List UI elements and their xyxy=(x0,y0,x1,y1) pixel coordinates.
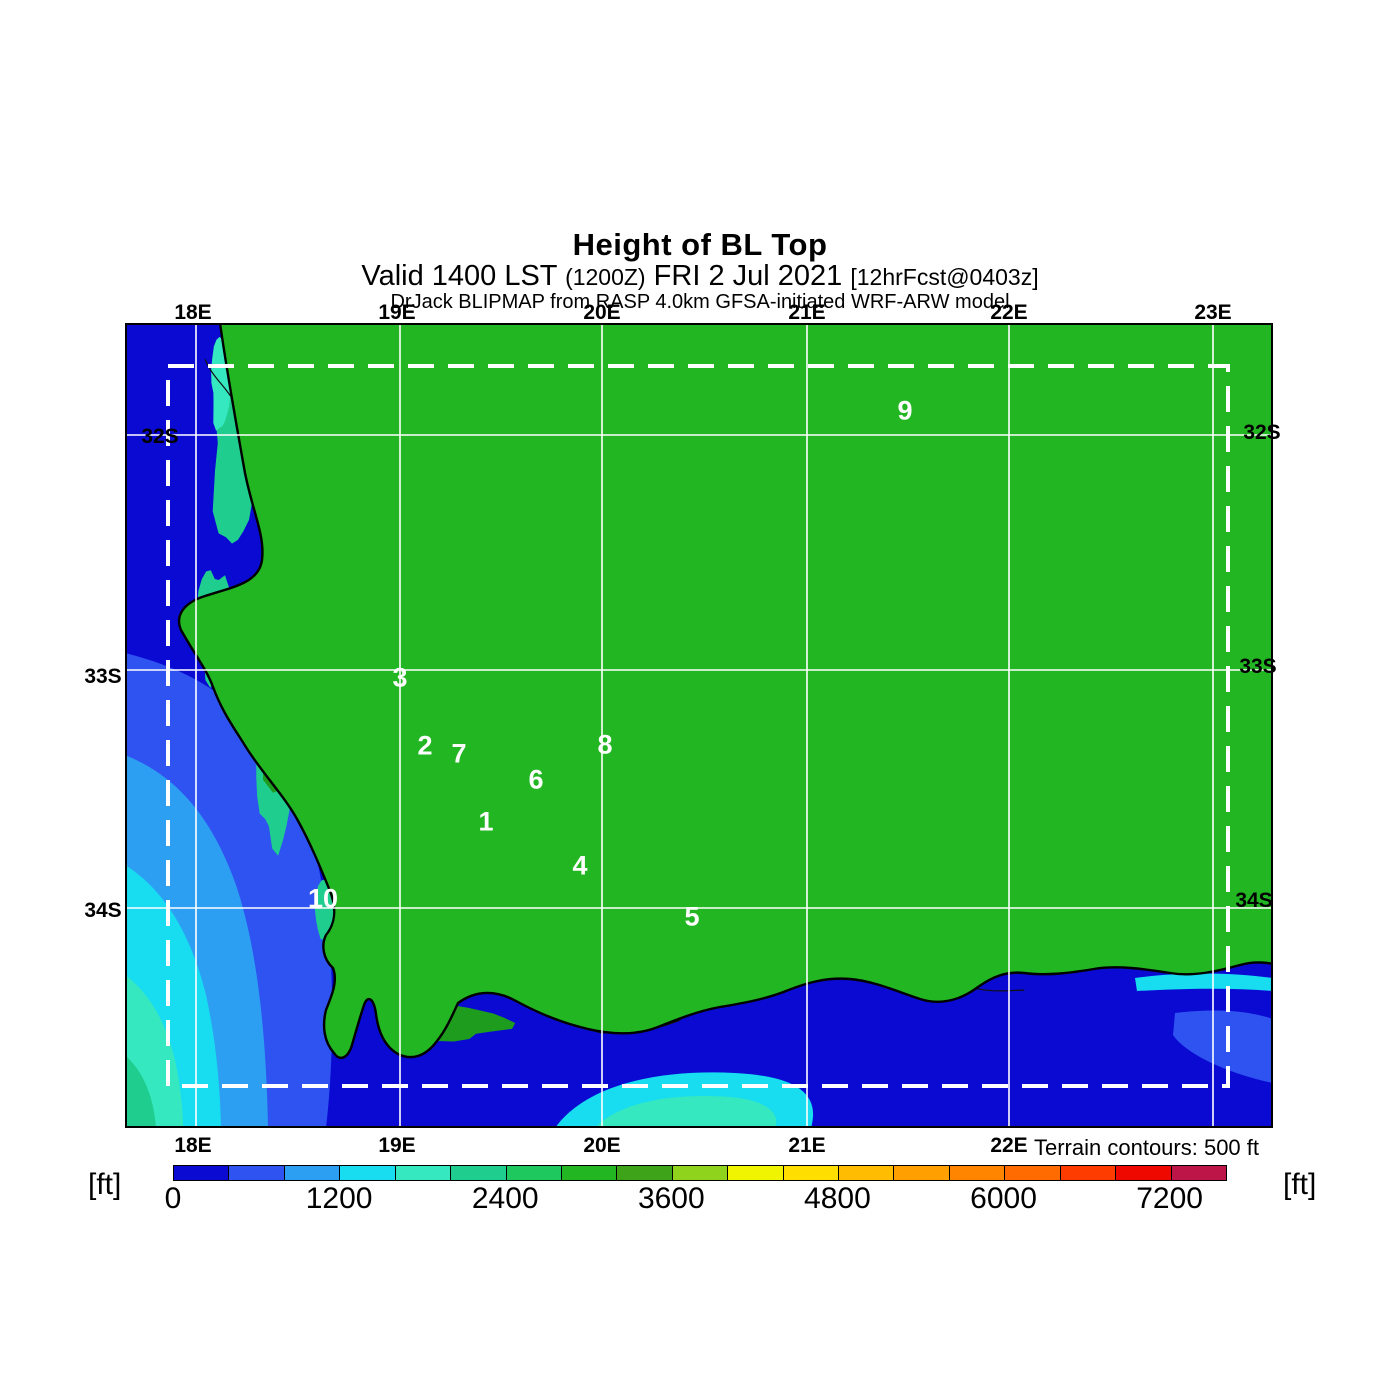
colorbar-segment-800ft xyxy=(284,1166,341,1180)
lon-label-top-23E: 23E xyxy=(1194,301,1232,324)
colorbar-tick-7200: 7200 xyxy=(1136,1182,1203,1215)
colorbar-segment-1200ft xyxy=(340,1166,396,1180)
colorbar-segment-6400ft xyxy=(1060,1166,1117,1180)
site-marker-10: 10 xyxy=(307,883,339,914)
lon-label-bottom-21E: 21E xyxy=(788,1134,826,1157)
lon-label-top-21E: 21E xyxy=(788,301,826,324)
colorbar-segment-4800ft xyxy=(839,1166,895,1180)
graticule xyxy=(125,323,1273,1128)
lon-label-top-19E: 19E xyxy=(378,301,416,324)
lon-label-bottom-18E: 18E xyxy=(174,1134,212,1157)
lat-label-left-34S: 34S xyxy=(84,899,122,922)
colorbar-tick-0: 0 xyxy=(164,1182,182,1215)
site-marker-3: 3 xyxy=(392,662,408,693)
lat-label-left-32S: 32S xyxy=(141,425,179,448)
site-marker-4: 4 xyxy=(572,850,588,881)
site-marker-5: 5 xyxy=(684,901,700,932)
colorbar-segment-4400ft xyxy=(783,1166,840,1180)
lon-label-bottom-19E: 19E xyxy=(378,1134,416,1157)
valid-time: Valid 1400 LST xyxy=(361,259,557,292)
colorbar-segment-7200ft xyxy=(1171,1166,1227,1180)
colorbar-segment-2800ft xyxy=(561,1166,618,1180)
site-marker-6: 6 xyxy=(528,764,544,795)
colorbar-segment-2000ft xyxy=(451,1166,507,1180)
colorbar-unit-left: [ft] xyxy=(88,1168,122,1201)
colorbar-segment-3200ft xyxy=(617,1166,673,1180)
terrain-contour-note: Terrain contours: 500 ft xyxy=(1034,1135,1260,1160)
title-block: Height of BL Top Valid 1400 LST (1200Z) … xyxy=(0,229,1400,313)
colorbar-segment-3600ft xyxy=(672,1166,729,1180)
site-marker-8: 8 xyxy=(597,729,613,760)
map-canvas xyxy=(125,323,1273,1128)
lat-label-right-34S: 34S xyxy=(1235,889,1273,912)
colorbar-tick-4800: 4800 xyxy=(804,1182,871,1215)
site-marker-7: 7 xyxy=(451,738,467,769)
colorbar-segment-5600ft xyxy=(949,1166,1006,1180)
lon-label-bottom-20E: 20E xyxy=(583,1134,621,1157)
valid-date: FRI 2 Jul 2021 xyxy=(653,259,843,292)
colorbar-segment-400ft xyxy=(229,1166,285,1180)
lat-label-left-33S: 33S xyxy=(84,665,122,688)
bl-height-map xyxy=(125,323,1273,1128)
lat-label-right-32S: 32S xyxy=(1243,421,1281,444)
lon-label-top-20E: 20E xyxy=(583,301,621,324)
page-title: Height of BL Top xyxy=(572,227,828,262)
colorbar xyxy=(173,1165,1227,1181)
site-marker-9: 9 xyxy=(897,395,913,426)
colorbar-segment-2400ft xyxy=(506,1166,562,1180)
lon-label-top-22E: 22E xyxy=(990,301,1028,324)
colorbar-tick-3600: 3600 xyxy=(637,1182,705,1215)
valid-time-line: Valid 1400 LST (1200Z) FRI 2 Jul 2021 [1… xyxy=(0,259,1400,292)
colorbar-tick-6000: 6000 xyxy=(970,1182,1037,1215)
coastline xyxy=(177,323,1273,1060)
colorbar-segment-1600ft xyxy=(395,1166,452,1180)
colorbar-segment-6000ft xyxy=(1005,1166,1061,1180)
lat-label-right-33S: 33S xyxy=(1239,655,1277,678)
map-frame xyxy=(125,323,1273,1128)
lon-label-bottom-22E: 22E xyxy=(990,1134,1028,1157)
colorbar-segment-5200ft xyxy=(894,1166,950,1180)
colorbar-segment-6800ft xyxy=(1116,1166,1172,1180)
lon-label-top-18E: 18E xyxy=(174,301,212,324)
zulu-time: (1200Z) xyxy=(565,263,646,290)
model-line: DrJack BLIPMAP from RASP 4.0km GFSA-init… xyxy=(390,291,1010,314)
domain-dashed-box xyxy=(166,364,1230,1088)
site-marker-1: 1 xyxy=(478,806,494,837)
forecast-init: [12hrFcst@0403z] xyxy=(850,263,1039,290)
colorbar-segment-4000ft xyxy=(728,1166,784,1180)
colorbar-tick-2400: 2400 xyxy=(471,1182,539,1215)
colorbar-tick-1200: 1200 xyxy=(305,1182,373,1215)
colorbar-segment-0ft xyxy=(174,1166,230,1180)
site-marker-2: 2 xyxy=(417,730,433,761)
colorbar-unit-right: [ft] xyxy=(1283,1168,1317,1201)
